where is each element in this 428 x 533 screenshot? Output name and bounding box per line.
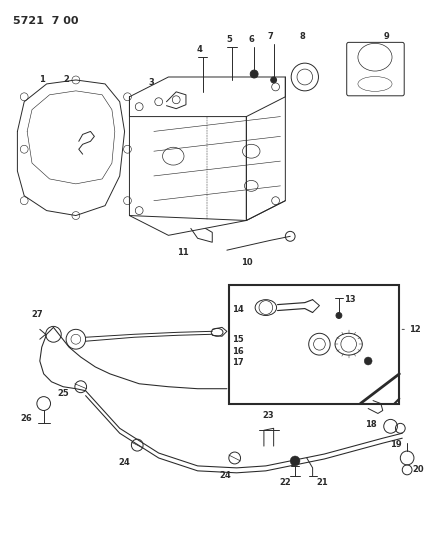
Text: 7: 7 xyxy=(268,33,273,42)
Text: 9: 9 xyxy=(384,33,389,42)
Circle shape xyxy=(364,357,372,365)
Circle shape xyxy=(271,77,276,83)
Text: 6: 6 xyxy=(248,35,254,44)
Text: 26: 26 xyxy=(20,414,32,423)
Circle shape xyxy=(336,312,342,318)
Text: 23: 23 xyxy=(262,411,273,421)
Bar xyxy=(229,285,399,403)
Text: 24: 24 xyxy=(219,471,231,480)
Text: 2: 2 xyxy=(63,75,69,84)
Text: 14: 14 xyxy=(232,305,244,314)
Text: 4: 4 xyxy=(196,45,202,54)
Circle shape xyxy=(290,456,300,466)
Text: 25: 25 xyxy=(57,389,69,398)
Text: 19: 19 xyxy=(389,440,401,449)
Text: 21: 21 xyxy=(317,478,328,487)
Text: 13: 13 xyxy=(344,295,355,304)
Text: 8: 8 xyxy=(299,33,305,42)
Text: 17: 17 xyxy=(232,359,244,367)
Text: 10: 10 xyxy=(241,258,252,267)
Text: 12: 12 xyxy=(409,325,421,334)
Text: 3: 3 xyxy=(148,78,154,87)
Text: 5721  7 00: 5721 7 00 xyxy=(12,15,78,26)
Text: 24: 24 xyxy=(119,458,131,467)
Text: 1: 1 xyxy=(39,75,45,84)
Text: 16: 16 xyxy=(232,346,244,356)
Text: 18: 18 xyxy=(365,421,377,430)
Text: 11: 11 xyxy=(177,248,189,257)
Text: 27: 27 xyxy=(31,310,43,319)
Text: 15: 15 xyxy=(232,335,244,344)
Text: 5: 5 xyxy=(226,35,232,44)
Text: 20: 20 xyxy=(412,465,424,474)
Circle shape xyxy=(250,70,258,78)
Text: 22: 22 xyxy=(279,478,291,487)
